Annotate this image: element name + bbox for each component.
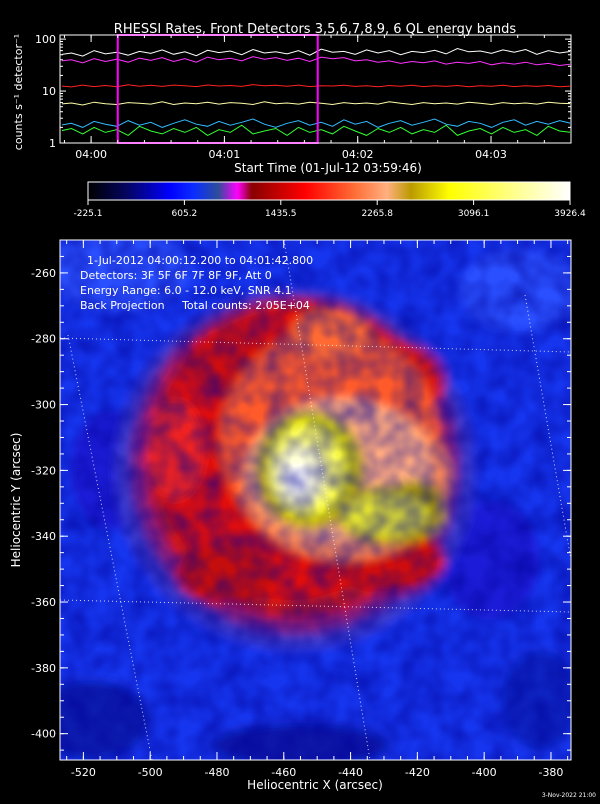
- image-map-annotations: 1-Jul-2012 04:00:12.200 to 04:01:42.800 …: [80, 254, 313, 312]
- light-curve-x-tick-label: 04:03: [475, 148, 507, 161]
- image-map-x-tick-label: -380: [538, 766, 563, 779]
- footer-timestamp: 3-Nov-2022 21:00: [542, 792, 596, 799]
- light-curve-y-ticks: 1 10 100: [35, 33, 571, 150]
- image-map-y-tick-label: -320: [31, 464, 56, 477]
- colorbar-tick-label: 2265.8: [361, 209, 393, 219]
- light-curve-series-group: [62, 47, 570, 136]
- annotation-time-range: 1-Jul-2012 04:00:12.200 to 04:01:42.800: [87, 254, 313, 267]
- colorbar-tick-label: 1435.5: [265, 209, 297, 219]
- light-curve-y-tick-label: 100: [35, 33, 56, 46]
- light-curve-series-3: [62, 84, 570, 88]
- image-map-frame: [59, 239, 572, 761]
- image-map-y-tick-label: -360: [31, 596, 56, 609]
- image-map-x-tick-label: -500: [138, 766, 163, 779]
- light-curve-y-axis-label: counts s⁻¹ detector⁻¹: [12, 34, 25, 150]
- image-map-y-axis-label: Heliocentric Y (arcsec): [9, 433, 23, 568]
- light-curve-series-6: [62, 124, 570, 136]
- light-curve-x-tick-label: 04:00: [75, 148, 107, 161]
- image-map-x-tick-label: -480: [204, 766, 229, 779]
- colorbar-tick-label: 3096.1: [458, 209, 490, 219]
- colorbar-tick-label: -225.1: [73, 209, 102, 219]
- light-curve-y-tick-label: 10: [42, 85, 56, 98]
- light-curve-y-tick-label: 1: [49, 137, 56, 150]
- light-curve-title: RHESSI Rates, Front Detectors 3,5,6,7,8,…: [114, 22, 517, 37]
- light-curve-series-4: [62, 101, 570, 106]
- light-curve-frame: [59, 34, 572, 144]
- image-map-y-tick-label: -300: [31, 399, 56, 412]
- image-map-x-tick-label: -420: [405, 766, 430, 779]
- annotation-method-counts: Back Projection Total counts: 2.05E+04: [80, 299, 310, 312]
- image-map-x-axis-label: Heliocentric X (arcsec): [247, 778, 383, 792]
- colorbar-ticks: -225.1 605.2 1435.5 2265.8 3096.1 3926.4: [73, 200, 586, 219]
- annotation-energy-range: Energy Range: 6.0 - 12.0 keV, SNR 4.1: [80, 284, 292, 297]
- light-curve-x-tick-label: 04:02: [342, 148, 374, 161]
- selection-interval-box: [116, 34, 319, 144]
- colorbar-tick-label: 3926.4: [554, 209, 586, 219]
- heliographic-grid: [60, 240, 571, 760]
- image-map-panel: 1-Jul-2012 04:00:12.200 to 04:01:42.800 …: [9, 239, 572, 792]
- image-map-x-tick-label: -400: [472, 766, 497, 779]
- colorbar: -225.1 605.2 1435.5 2265.8 3096.1 3926.4: [73, 181, 586, 219]
- colorbar-frame: [87, 181, 571, 201]
- light-curve-x-axis-label: Start Time (01-Jul-12 03:59:46): [234, 161, 422, 175]
- image-map-x-tick-label: -520: [71, 766, 96, 779]
- light-curve-x-ticks: 04:00 04:01 04:02 04:03: [63, 35, 545, 161]
- image-map-x-ticks: -520 -500 -480 -460 -440 -420 -400 -380: [66, 240, 569, 779]
- image-map-clip: [60, 240, 571, 760]
- light-curve-panel: RHESSI Rates, Front Detectors 3,5,6,7,8,…: [12, 22, 572, 175]
- image-map-x-tick-label: -460: [271, 766, 296, 779]
- image-map-y-tick-label: -260: [31, 267, 56, 280]
- light-curve-x-tick-label: 04:01: [209, 148, 241, 161]
- image-map-y-ticks: -260 -280 -300 -320 -340 -360 -380 -400: [31, 239, 571, 751]
- image-map-y-tick-label: -400: [31, 728, 56, 741]
- light-curve-series-2: [62, 56, 570, 67]
- colorbar-tick-label: 605.2: [172, 209, 198, 219]
- colorbar-gradient: [88, 182, 570, 200]
- image-map-y-tick-label: -380: [31, 662, 56, 675]
- image-map-y-tick-label: -340: [31, 530, 56, 543]
- image-map-noise: [60, 240, 571, 760]
- image-map-y-tick-label: -280: [31, 333, 56, 346]
- light-curve-series-1: [62, 47, 570, 57]
- light-curve-series-5: [62, 118, 570, 128]
- image-map-x-tick-label: -440: [338, 766, 363, 779]
- annotation-detectors: Detectors: 3F 5F 6F 7F 8F 9F, Att 0: [80, 269, 272, 282]
